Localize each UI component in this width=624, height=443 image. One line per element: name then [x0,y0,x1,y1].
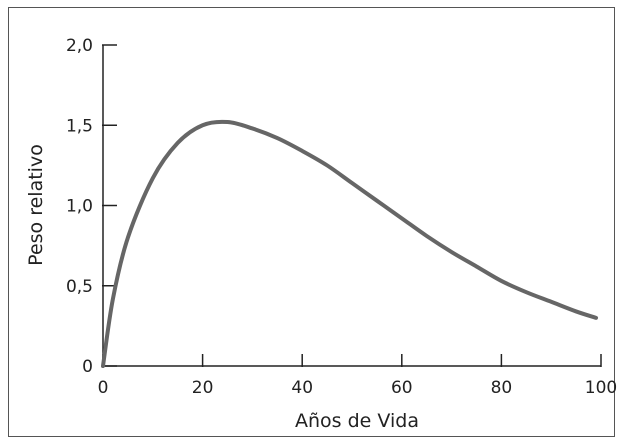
y-axis-label: Peso relativo [25,144,47,266]
y-tick-label: 1,0 [66,197,93,217]
x-tick-label: 100 [585,378,617,398]
y-tick-label: 1,5 [66,116,93,136]
x-tick-label: 80 [491,378,513,398]
y-tick-label: 2,0 [66,36,93,56]
y-tick-label: 0,5 [66,277,93,297]
x-tick-label: 40 [291,378,313,398]
series-line [101,119,599,368]
x-tick-label: 60 [391,378,413,398]
x-tick-label: 0 [98,378,109,398]
x-tick-label: 20 [192,378,214,398]
x-axis-label: Años de Vida [295,410,419,432]
y-tick-label: 0 [82,357,93,377]
